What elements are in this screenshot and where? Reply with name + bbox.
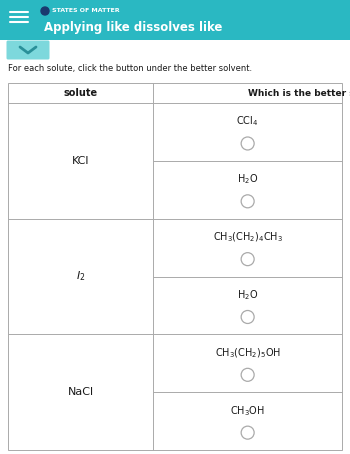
Text: CCl$_4$: CCl$_4$: [237, 114, 259, 128]
Text: CH$_3$OH: CH$_3$OH: [230, 404, 265, 418]
Circle shape: [41, 7, 49, 15]
Text: I$_2$: I$_2$: [76, 270, 85, 283]
Text: Applying like dissolves like: Applying like dissolves like: [44, 21, 222, 35]
Text: NaCl: NaCl: [68, 387, 94, 397]
Text: solute: solute: [64, 88, 98, 98]
Text: Which is the better solvent?: Which is the better solvent?: [248, 89, 350, 98]
Text: H$_2$O: H$_2$O: [237, 288, 258, 302]
FancyBboxPatch shape: [8, 83, 342, 450]
Text: For each solute, click the button under the better solvent.: For each solute, click the button under …: [8, 64, 252, 73]
Text: CH$_3$(CH$_2$)$_4$CH$_3$: CH$_3$(CH$_2$)$_4$CH$_3$: [212, 230, 283, 244]
FancyBboxPatch shape: [0, 0, 350, 40]
Text: KCl: KCl: [72, 156, 89, 166]
FancyBboxPatch shape: [7, 40, 49, 59]
Text: STATES OF MATTER: STATES OF MATTER: [52, 9, 120, 14]
Text: CH$_3$(CH$_2$)$_5$OH: CH$_3$(CH$_2$)$_5$OH: [215, 346, 281, 360]
Text: H$_2$O: H$_2$O: [237, 173, 258, 186]
